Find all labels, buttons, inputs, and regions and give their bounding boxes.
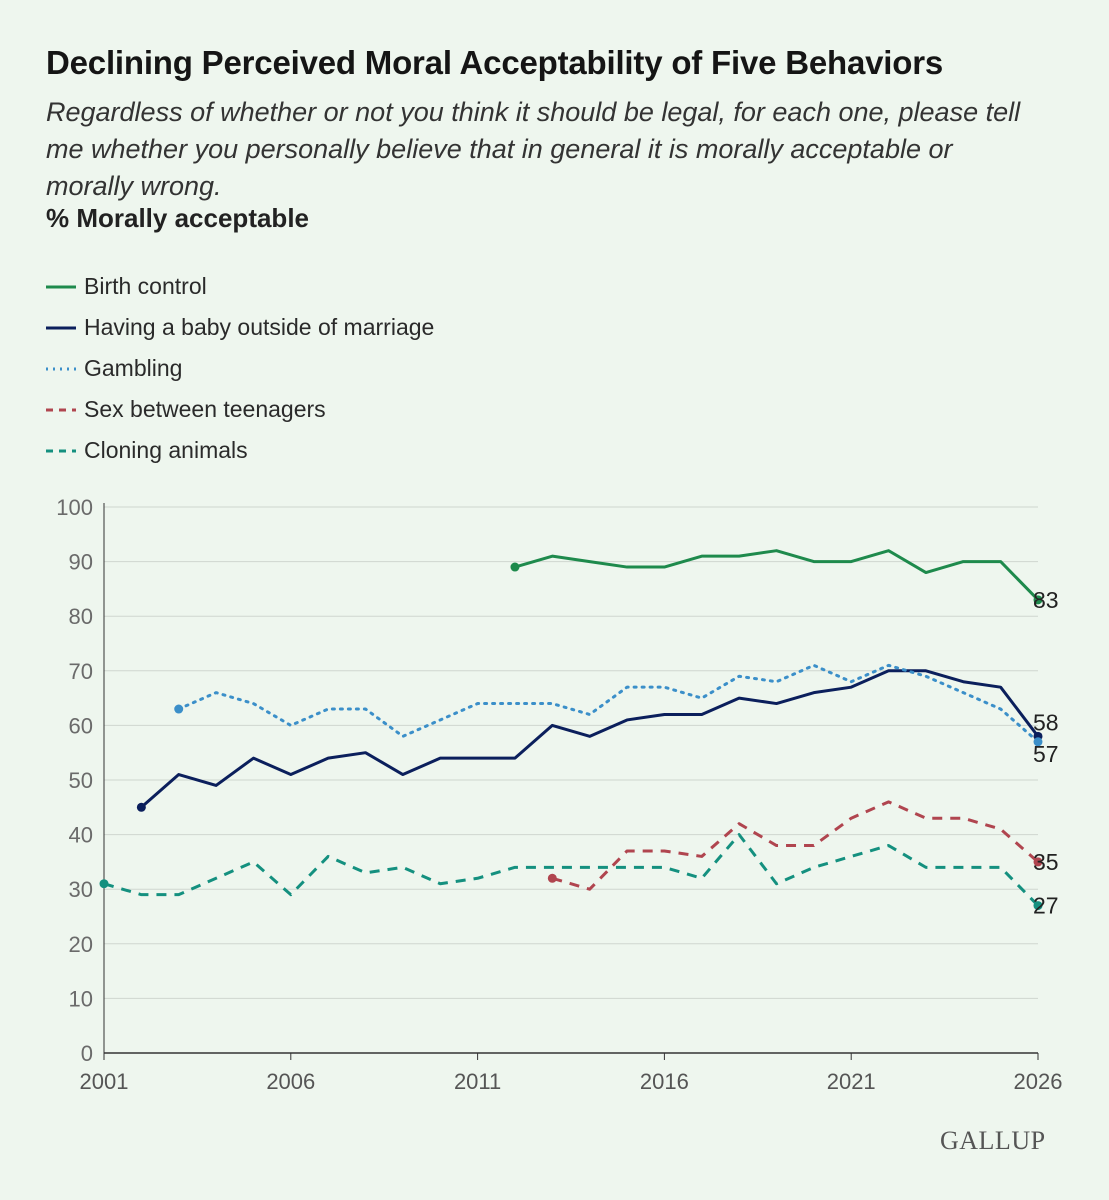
y-tick-label: 30: [69, 877, 93, 902]
legend: Birth control Having a baby outside of m…: [46, 266, 434, 471]
legend-label-sex-between-teenagers: Sex between teenagers: [84, 396, 326, 422]
chart-subtitle: Regardless of whether or not you think i…: [46, 97, 1021, 201]
legend-item-sex-between-teenagers: Sex between teenagers: [46, 389, 434, 430]
series-start-point-gambling: [174, 704, 184, 714]
chart-title: Declining Perceived Moral Acceptability …: [46, 44, 944, 81]
end-label-cloning-animals: 27: [1033, 893, 1059, 919]
x-tick-label: 2011: [454, 1069, 501, 1094]
legend-item-baby-outside-marriage: Having a baby outside of marriage: [46, 307, 434, 348]
legend-item-birth-control: Birth control: [46, 266, 434, 307]
y-tick-label: 60: [69, 713, 93, 738]
x-tick-label: 2021: [827, 1069, 876, 1094]
series-line-having-a-baby-outside-of-marriage: [140, 669, 1040, 809]
end-label-having-a-baby-outside-of-marriage: 58: [1033, 709, 1059, 735]
gallup-logo: GALLUP: [940, 1126, 1046, 1155]
legend-label-baby-outside-marriage: Having a baby outside of marriage: [84, 314, 435, 340]
y-tick-label: 20: [69, 932, 93, 957]
legend-swatch-baby-outside-marriage: [46, 326, 76, 329]
measure-label: % Morally acceptable: [46, 203, 309, 233]
series-line-gambling: [177, 663, 1040, 744]
legend-swatch-birth-control: [46, 285, 76, 288]
legend-label-cloning-animals: Cloning animals: [84, 437, 248, 463]
y-tick-label: 100: [56, 495, 93, 520]
legend-label-birth-control: Birth control: [84, 273, 207, 299]
series-line-sex-between-teenagers: [551, 800, 1039, 891]
y-tick-label: 10: [69, 986, 93, 1011]
end-label-birth-control: 83: [1033, 587, 1059, 613]
x-tick-label: 2026: [1014, 1069, 1063, 1094]
legend-item-gambling: Gambling: [46, 348, 434, 389]
legend-swatch-cloning-animals: [46, 449, 76, 452]
legend-label-gambling: Gambling: [84, 355, 183, 381]
end-label-gambling: 57: [1033, 741, 1059, 767]
y-tick-label: 90: [69, 550, 93, 575]
y-tick-label: 70: [69, 659, 93, 684]
series-end-point-gambling: [1033, 737, 1043, 747]
x-tick-label: 2001: [80, 1069, 129, 1094]
legend-swatch-gambling: [46, 367, 76, 370]
series-end-point-birth-control: [1033, 595, 1043, 605]
series-line-birth-control: [514, 549, 1040, 601]
series-start-point-cloning-animals: [99, 879, 109, 889]
x-tick-label: 2006: [266, 1069, 315, 1094]
series-start-point-sex-between-teenagers: [547, 873, 557, 883]
legend-swatch-sex-between-teenagers: [46, 408, 76, 411]
y-tick-label: 0: [81, 1041, 93, 1066]
legend-item-cloning-animals: Cloning animals: [46, 430, 434, 471]
series-start-point-having-a-baby-outside-of-marriage: [136, 802, 146, 812]
series-end-point-sex-between-teenagers: [1033, 857, 1043, 867]
series-end-point-cloning-animals: [1033, 901, 1043, 911]
y-tick-label: 50: [69, 768, 93, 793]
y-tick-label: 80: [69, 604, 93, 629]
end-label-sex-between-teenagers: 35: [1033, 849, 1059, 875]
series-start-point-birth-control: [510, 562, 520, 572]
x-tick-label: 2016: [640, 1069, 689, 1094]
y-tick-label: 40: [69, 823, 93, 848]
series-line-cloning-animals: [103, 833, 1040, 907]
